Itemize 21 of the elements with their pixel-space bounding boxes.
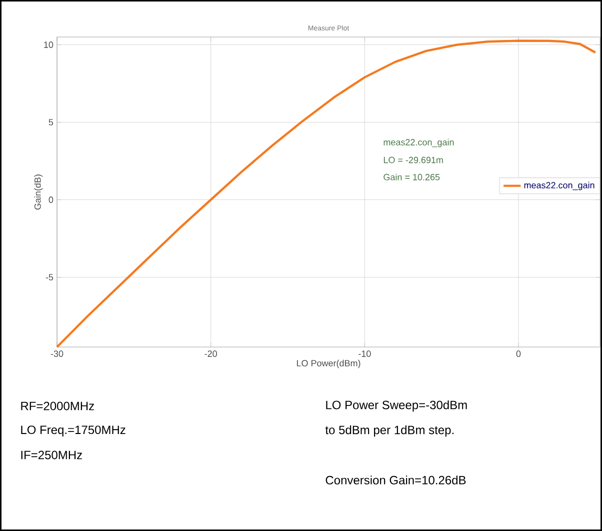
text: IF=250MHz [21,450,82,460]
text: LO Power Sweep=-30dBm [326,400,467,412]
annotation: Gain = 10.265 [384,174,440,180]
text: LO Freq.=1750MHz [21,426,126,436]
line-series [56,40,596,348]
x-tick-label: 0 [516,350,521,357]
annotation: LO = -29.691m [384,156,443,164]
annotation: meas22.con_gain [384,138,454,148]
y-tick-label: 5 [48,119,54,126]
text: to 5dBm per 1dBm step. [325,425,454,437]
x-tick-label: -10 [358,350,371,357]
text: RF=2000MHz [21,402,94,410]
y-axis-title: Gain(dB) [34,174,43,210]
y-tick-label: -5 [46,274,54,280]
y-tick-label: 0 [48,196,54,203]
x-tick-label: -30 [50,350,64,357]
x-tick-label: -20 [204,350,217,357]
y-tick-label: 10 [44,42,54,48]
x-axis-title: LO Power(dBm) [296,360,360,368]
text: Conversion Gain=10.26dB [326,476,466,484]
legend-label: meas22.con_gain [524,182,594,190]
